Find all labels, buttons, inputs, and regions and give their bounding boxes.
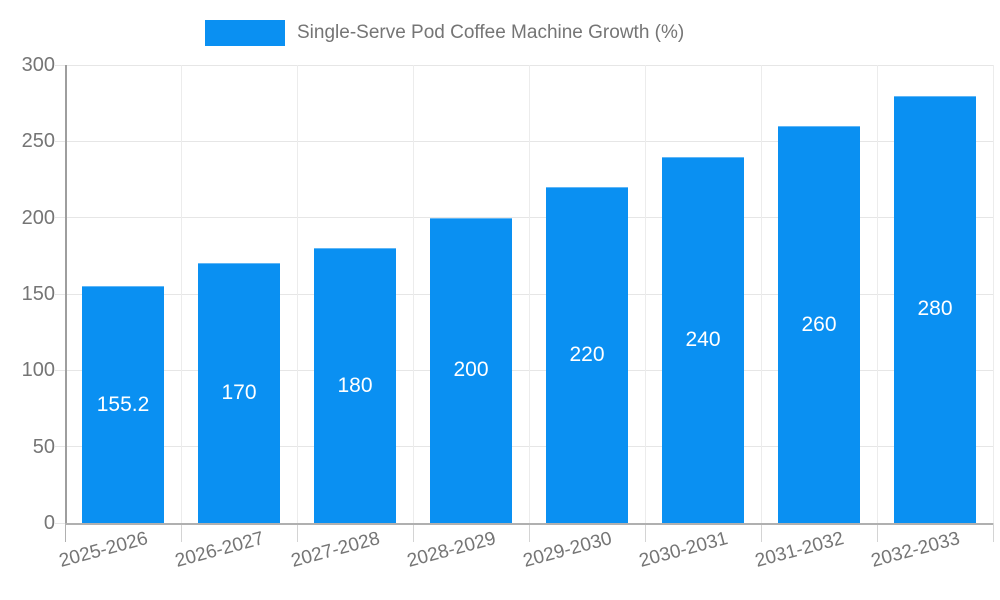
- bar-value-label: 220: [569, 343, 605, 367]
- x-axis-line: [65, 523, 993, 525]
- x-tick: [180, 523, 182, 542]
- y-tick: [55, 293, 65, 295]
- y-tick-label: 0: [43, 512, 55, 534]
- legend-swatch: [205, 19, 285, 46]
- bar-value-label: 240: [685, 327, 721, 351]
- v-gridline: [296, 65, 298, 523]
- y-tick-label: 50: [32, 435, 55, 458]
- x-tick: [528, 523, 530, 542]
- y-tick: [55, 140, 65, 142]
- x-tick: [992, 523, 994, 542]
- v-gridline: [180, 65, 182, 523]
- bar-value-label: 200: [453, 358, 489, 382]
- bar[interactable]: [778, 126, 860, 523]
- v-gridline: [644, 65, 646, 523]
- x-tick: [644, 523, 646, 542]
- x-tick: [64, 523, 66, 542]
- y-tick: [55, 522, 65, 524]
- x-tick: [876, 523, 878, 542]
- bar-value-label: 155.2: [96, 392, 150, 416]
- bar[interactable]: [430, 217, 512, 523]
- bar-value-label: 260: [801, 312, 837, 336]
- bar[interactable]: [198, 263, 280, 523]
- y-tick: [55, 446, 65, 448]
- legend-label: Single-Serve Pod Coffee Machine Growth (…: [297, 21, 685, 43]
- v-gridline: [876, 65, 878, 523]
- v-gridline: [528, 65, 530, 523]
- legend: Single-Serve Pod Coffee Machine Growth (…: [205, 19, 684, 46]
- bar-value-label: 170: [221, 381, 257, 405]
- bar-value-label: 180: [337, 373, 373, 397]
- bar[interactable]: [314, 248, 396, 523]
- y-tick: [55, 64, 65, 66]
- bar[interactable]: [82, 286, 164, 523]
- bar[interactable]: [546, 187, 628, 523]
- y-tick: [55, 369, 65, 371]
- x-tick: [412, 523, 414, 542]
- bar[interactable]: [662, 156, 744, 523]
- y-axis-line: [65, 65, 67, 525]
- y-tick-label: 300: [21, 54, 55, 76]
- v-gridline: [760, 65, 762, 523]
- v-gridline: [992, 65, 994, 523]
- y-tick-label: 200: [21, 206, 55, 229]
- x-tick: [760, 523, 762, 542]
- y-tick-label: 100: [21, 359, 55, 382]
- y-tick: [55, 217, 65, 219]
- x-tick: [296, 523, 298, 542]
- bar[interactable]: [894, 95, 976, 523]
- v-gridline: [412, 65, 414, 523]
- bar-value-label: 280: [917, 297, 953, 321]
- y-tick-label: 250: [21, 130, 55, 153]
- y-tick-label: 150: [21, 283, 55, 305]
